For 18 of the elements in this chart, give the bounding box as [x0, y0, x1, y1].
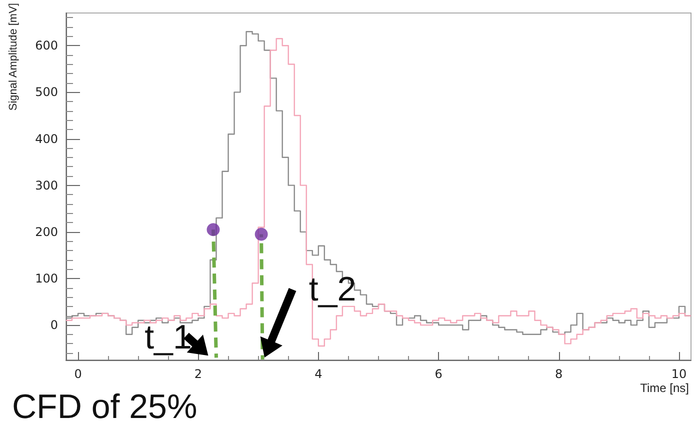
annotation: t_1	[144, 318, 192, 357]
y-tick-label: 0	[50, 318, 58, 332]
x-tick-label: 10	[671, 367, 687, 381]
x-tick-label: 6	[434, 367, 442, 381]
x-tick-label: 8	[554, 367, 563, 381]
y-tick-label: 200	[35, 224, 58, 239]
y-tick-label: 600	[35, 38, 58, 53]
annotation: t_2	[308, 270, 356, 309]
x-axis-title: Time [ns]	[640, 381, 689, 395]
x-tick-label: 4	[314, 367, 322, 381]
text: CFD of 25%	[12, 388, 198, 427]
y-axis-title: Signal Amplitude [mV]	[8, 3, 20, 111]
y-tick-label: 100	[35, 271, 58, 286]
x-tick-label: 0	[74, 367, 82, 381]
y-tick-label: 400	[35, 132, 58, 146]
x-tick-label: 2	[194, 367, 202, 381]
y-tick-label: 300	[35, 178, 58, 192]
y-tick-label: 500	[35, 85, 58, 100]
